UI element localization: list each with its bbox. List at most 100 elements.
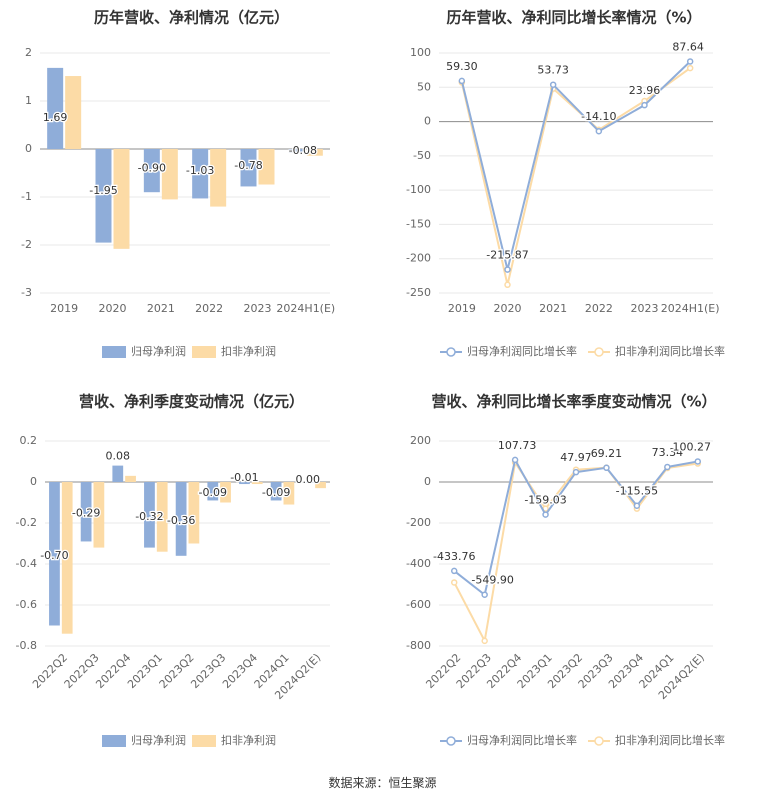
y-tick-label: -0.6 xyxy=(16,598,37,611)
legend-label-net: 归母净利润同比增长率 xyxy=(467,733,577,747)
data-label: -14.10 xyxy=(581,110,616,123)
net-growth-point xyxy=(694,458,702,465)
y-tick-label: -600 xyxy=(406,598,431,611)
legend-label-deducted: 扣非净利润同比增长率 xyxy=(615,733,725,747)
chart-title: 历年营收、净利情况（亿元） xyxy=(94,9,289,27)
net-growth-line xyxy=(460,60,691,270)
deducted-profit-bar xyxy=(251,482,263,485)
y-tick-label: 2 xyxy=(25,46,32,59)
deducted-profit-bar xyxy=(161,149,178,200)
legend-swatch-net xyxy=(102,346,126,358)
x-tick-label: 2020 xyxy=(494,302,522,315)
x-tick-label: 2022 xyxy=(585,302,613,315)
y-tick-label: -200 xyxy=(406,252,431,265)
data-label: -1.03 xyxy=(186,164,214,177)
x-tick-label: 2021 xyxy=(539,302,567,315)
deducted-growth-point xyxy=(450,579,458,586)
data-label: 53.73 xyxy=(537,64,569,77)
deducted-profit-bar xyxy=(220,482,231,503)
data-label: -0.36 xyxy=(167,514,195,527)
data-source: 数据来源：恒生聚源 xyxy=(328,776,437,790)
legend-marker-deducted xyxy=(594,736,604,746)
x-tick-label: 2024H1(E) xyxy=(661,302,720,315)
y-tick-label: -800 xyxy=(406,639,431,652)
net-profit-bar xyxy=(95,149,112,243)
deducted-profit-bar xyxy=(315,482,326,489)
x-tick-label: 2019 xyxy=(50,302,78,315)
y-tick-label: 0 xyxy=(25,142,32,155)
y-tick-label: 50 xyxy=(417,80,431,93)
net-growth-point xyxy=(664,463,671,471)
y-tick-label: -200 xyxy=(406,516,431,529)
data-label: 107.73 xyxy=(498,439,536,452)
legend-marker-net xyxy=(446,736,456,746)
deducted-growth-point xyxy=(504,281,511,289)
y-tick-label: -0.2 xyxy=(16,516,37,529)
x-tick-label: 2021 xyxy=(147,302,175,315)
deducted-profit-bar xyxy=(306,149,323,156)
chart-title: 营收、净利季度变动情况（亿元） xyxy=(79,393,304,411)
y-tick-label: 0 xyxy=(30,475,37,488)
net-growth-point xyxy=(542,511,549,518)
y-tick-label: -250 xyxy=(406,286,431,299)
deducted-profit-bar xyxy=(125,475,136,482)
deducted-profit-bar xyxy=(156,482,168,552)
data-label: 1.69 xyxy=(43,111,68,124)
y-tick-label: -400 xyxy=(406,557,431,570)
data-label: -115.55 xyxy=(616,485,658,498)
net-profit-bar xyxy=(288,149,305,153)
deducted-profit-bar xyxy=(210,149,227,207)
x-tick-label: 2023 xyxy=(631,302,659,315)
data-label: -549.90 xyxy=(471,574,513,587)
legend-label-deducted: 扣非净利润 xyxy=(221,733,276,747)
net-profit-bar xyxy=(270,482,282,501)
y-tick-label: 0.2 xyxy=(20,434,38,447)
net-growth-point xyxy=(458,77,466,85)
legend-label-net: 归母净利润同比增长率 xyxy=(467,344,577,358)
chart-title: 历年营收、净利同比增长率情况（%） xyxy=(446,9,701,27)
net-profit-bar xyxy=(240,149,257,187)
data-label: 59.30 xyxy=(446,60,478,73)
data-label: 69.21 xyxy=(591,447,623,460)
quarterly-profit-bar-chart: 营收、净利季度变动情况（亿元）0.20-0.2-0.4-0.6-0.82022Q… xyxy=(16,393,330,747)
data-label: -159.03 xyxy=(524,494,566,507)
net-profit-bar xyxy=(80,482,92,542)
data-label: -433.76 xyxy=(433,550,475,563)
y-tick-label: 1 xyxy=(25,94,32,107)
data-label: -0.29 xyxy=(72,507,100,520)
y-tick-label: -3 xyxy=(21,286,32,299)
net-profit-bar xyxy=(47,67,64,149)
y-tick-label: -1 xyxy=(21,190,32,203)
y-tick-label: -100 xyxy=(406,183,431,196)
data-label: -0.08 xyxy=(289,144,317,157)
x-tick-label: 2023 xyxy=(244,302,272,315)
deducted-growth-point xyxy=(686,64,694,72)
data-label: -0.01 xyxy=(230,471,258,484)
net-growth-point xyxy=(481,591,488,598)
y-tick-label: 0 xyxy=(424,475,431,488)
net-growth-point xyxy=(603,464,610,472)
y-tick-label: 100 xyxy=(410,46,431,59)
net-growth-point xyxy=(686,58,694,65)
legend-label-deducted: 扣非净利润 xyxy=(221,344,276,358)
legend-label-net: 归母净利润 xyxy=(131,733,186,747)
legend-swatch-deducted xyxy=(192,346,216,358)
data-label: -1.95 xyxy=(89,184,117,197)
data-label: -0.70 xyxy=(40,549,68,562)
deducted-profit-bar xyxy=(93,482,105,548)
annual-growth-line-chart: 历年营收、净利同比增长率情况（%） 100 50 0 -50 -100 -150 -200 -2… xyxy=(406,9,725,359)
data-label: -0.78 xyxy=(234,159,262,172)
deducted-growth-point xyxy=(481,637,488,645)
x-tick-label: 2020 xyxy=(99,302,127,315)
deducted-profit-bar xyxy=(188,482,200,544)
net-growth-point xyxy=(450,567,458,575)
deducted-profit-bar xyxy=(283,482,295,505)
net-profit-bar xyxy=(192,149,209,199)
data-label: 0.08 xyxy=(106,450,131,463)
y-tick-label: -150 xyxy=(406,217,431,230)
net-growth-point xyxy=(641,101,648,109)
legend-swatch-deducted xyxy=(192,735,216,747)
y-tick-label: -0.4 xyxy=(16,557,37,570)
net-profit-bar xyxy=(207,482,219,501)
data-label: -0.09 xyxy=(199,486,227,499)
